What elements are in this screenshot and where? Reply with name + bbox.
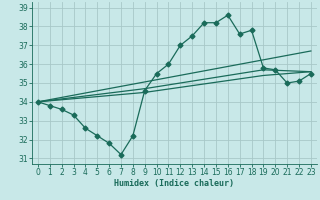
X-axis label: Humidex (Indice chaleur): Humidex (Indice chaleur) <box>115 179 234 188</box>
